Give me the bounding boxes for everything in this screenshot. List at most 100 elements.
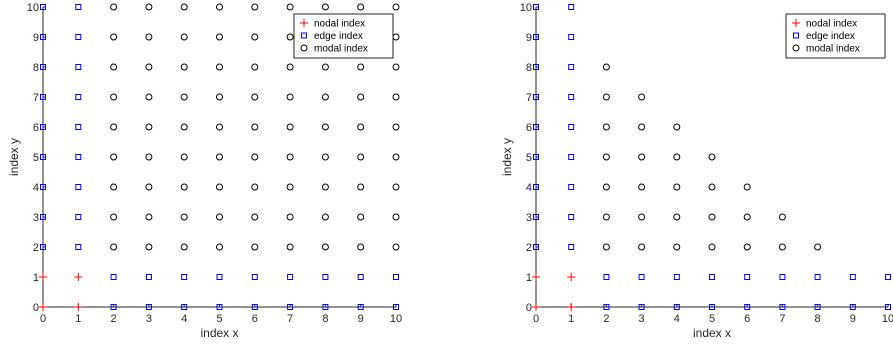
modal-index-point [251,153,259,161]
series-nodal-index [532,273,576,311]
edge-index-point [40,124,46,130]
nodal-index-point [792,19,800,27]
edge-index-point [793,32,799,39]
y-tick-label: 0 [526,302,532,314]
edge-index-point [110,274,117,280]
edge-index-point [533,214,539,220]
edge-index-point [322,304,329,310]
modal-index-point [321,183,329,191]
modal-index-point [638,183,646,191]
modal-index-point [321,63,329,71]
edge-index-point [181,304,188,310]
edge-index-point [603,304,610,310]
x-tick-label: 0 [533,313,539,325]
edge-index-point [40,244,46,250]
edge-index-point [251,304,258,310]
modal-index-point [216,243,223,251]
modal-index-point [251,3,259,11]
modal-index-point [180,183,188,191]
y-tick-label: 7 [526,92,532,104]
x-tick-label: 1 [75,313,81,325]
edge-index-point [533,4,539,10]
modal-index-point [216,183,223,191]
edge-index-point [287,274,294,280]
modal-index-point [216,33,223,41]
x-tick-label: 6 [744,313,750,325]
edge-index-point [287,304,294,310]
edge-index-point [533,124,539,130]
modal-index-point [286,33,294,41]
modal-index-point [180,243,188,251]
x-tick-label: 10 [390,313,402,325]
x-tick-label: 5 [216,313,222,325]
x-tick-label: 0 [40,313,46,325]
edge-index-point [673,304,680,310]
modal-index-point [286,243,294,251]
edge-index-point [814,274,821,280]
x-tick-label: 8 [815,313,821,325]
modal-index-point [216,213,223,221]
modal-index-point [321,243,329,251]
modal-index-point [251,213,259,221]
edge-index-point [638,304,645,310]
modal-index-point [145,153,153,161]
modal-index-point [673,213,681,221]
modal-index-point [638,123,646,131]
edge-index-point [568,124,575,130]
edge-index-point [40,64,46,70]
modal-index-point [180,63,188,71]
series-edge-index [40,4,399,310]
edge-index-point [533,184,539,190]
series-modal-index [602,63,822,251]
modal-index-point [357,63,365,71]
modal-index-point [110,213,118,221]
modal-index-point [708,213,716,221]
modal-index-point [180,123,188,131]
modal-index-point [673,243,681,251]
y-tick-label: 8 [526,62,532,74]
y-axis-label: index y [500,138,514,176]
edge-index-point [779,304,786,310]
edge-index-point [322,274,329,280]
modal-index-point [110,63,118,71]
modal-index-point [251,243,259,251]
y-tick-label: 0 [33,302,39,314]
modal-index-point [602,183,610,191]
edge-index-point [849,274,856,280]
edge-index-point [533,244,539,250]
modal-index-point [110,243,118,251]
nodal-index-point [532,273,540,281]
modal-index-point [357,153,365,161]
x-tick-label: 10 [882,313,893,325]
modal-index-point [110,183,118,191]
edge-index-point [75,244,82,250]
y-tick-label: 4 [526,182,532,194]
modal-index-point [286,153,294,161]
edge-index-point [568,94,575,100]
modal-index-point [110,153,118,161]
edge-index-point [357,274,364,280]
edge-index-point [301,32,307,39]
modal-index-point [638,213,646,221]
edge-index-point [40,154,46,160]
modal-index-point [216,93,223,101]
modal-index-point [602,243,610,251]
edge-index-point [744,304,751,310]
edge-index-point [533,94,539,100]
modal-index-point [673,153,681,161]
modal-index-point [216,153,223,161]
edge-index-point [568,184,575,190]
edge-index-point [216,274,223,280]
modal-index-point [778,243,786,251]
edge-index-point [709,274,715,280]
legend-box [785,13,886,59]
legend-box [293,13,394,59]
modal-index-point [180,33,188,41]
legend-label: edge index [806,31,855,42]
edge-index-point [110,304,117,310]
edge-index-point [75,214,82,220]
y-tick-label: 9 [526,32,532,44]
modal-index-point [392,243,400,251]
edge-index-point [568,4,575,10]
modal-index-point [145,3,153,11]
